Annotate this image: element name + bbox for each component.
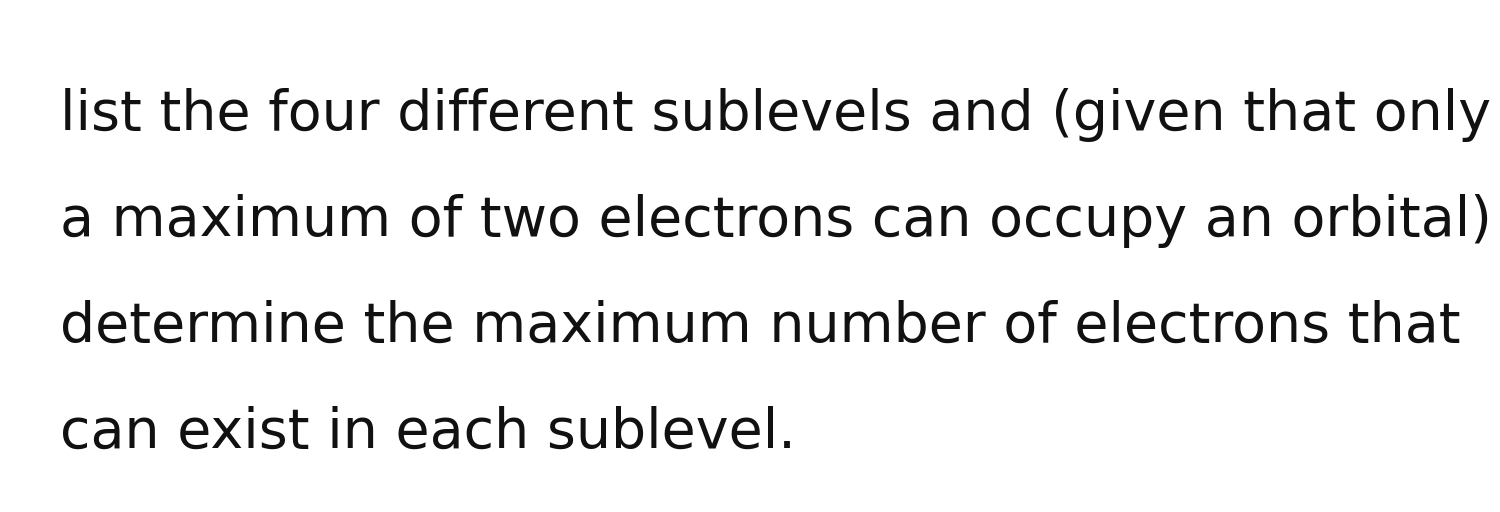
Text: a maximum of two electrons can occupy an orbital): a maximum of two electrons can occupy an…: [60, 194, 1492, 248]
Text: list the four different sublevels and (given that only: list the four different sublevels and (g…: [60, 88, 1491, 142]
Text: determine the maximum number of electrons that: determine the maximum number of electron…: [60, 300, 1461, 354]
Text: can exist in each sublevel.: can exist in each sublevel.: [60, 406, 797, 460]
